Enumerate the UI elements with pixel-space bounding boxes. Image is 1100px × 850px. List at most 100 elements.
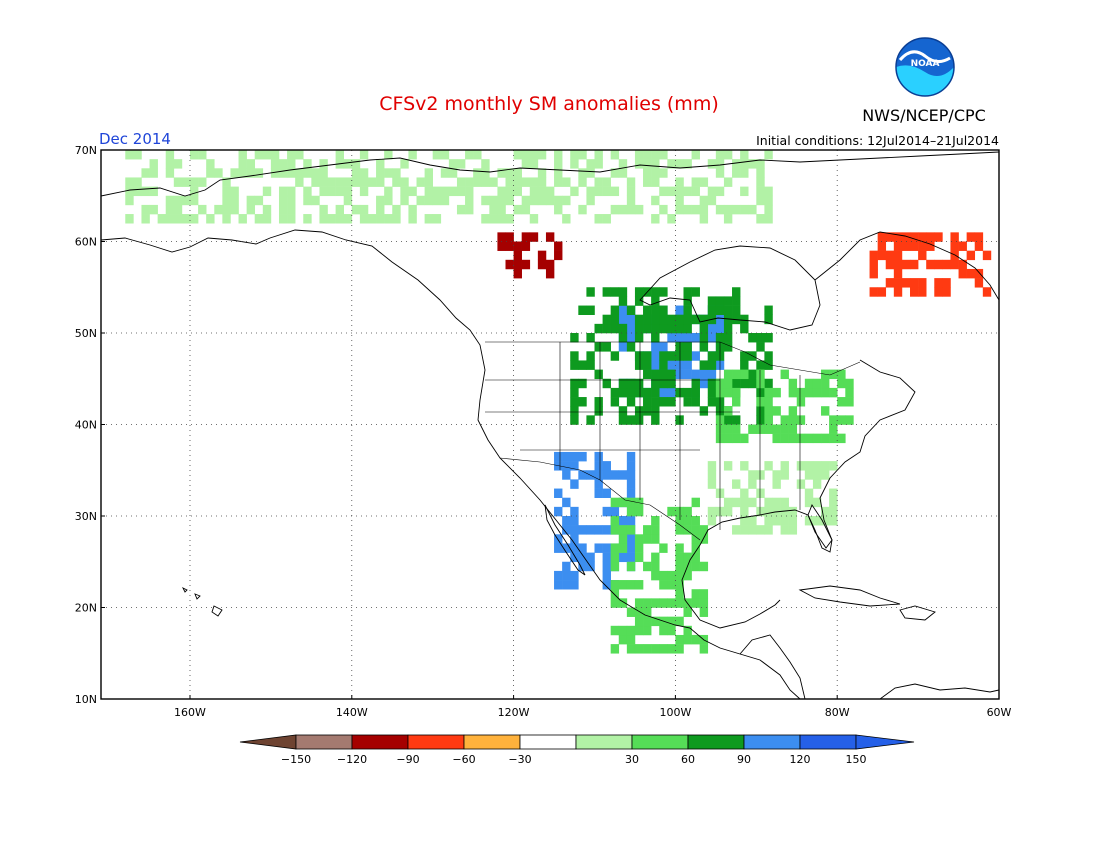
anomaly-cell-arctic-green [367, 214, 377, 224]
anomaly-cell-southeast-green [788, 516, 798, 526]
anomaly-cell-arctic-green [311, 195, 320, 206]
anomaly-cell-mexico-green [691, 552, 700, 563]
anomaly-cell-mexico-green [675, 644, 684, 654]
anomaly-cell-southwest-wet [626, 534, 636, 544]
anomaly-cell-great-lakes-green [812, 378, 822, 389]
anomaly-cell-arctic-green [545, 195, 555, 206]
anomaly-cell-arctic-green [667, 159, 676, 169]
anomaly-cell-mexico-green [651, 644, 660, 654]
anomaly-cell-upper-midwest-green [586, 305, 595, 315]
anomaly-cell-arctic-green [367, 177, 377, 187]
anomaly-cell-mexico-green [643, 525, 652, 535]
anomaly-cell-mexico-green [610, 497, 620, 508]
anomaly-cell-mexico-green [643, 598, 652, 608]
anomaly-cell-arctic-green [165, 150, 175, 160]
anomaly-cell-mexico-green [667, 616, 676, 627]
anomaly-cell-mexico-green [626, 561, 636, 572]
anomaly-cell-arctic-green [586, 159, 595, 169]
anomaly-cell-upper-midwest-canada-wet [651, 360, 660, 370]
anomaly-cell-arctic-green [594, 214, 603, 224]
anomaly-cell-mexico-green [675, 525, 684, 535]
anomaly-cell-great-lakes-green [740, 369, 749, 380]
anomaly-cell-arctic-green [246, 204, 256, 215]
anomaly-cell-upper-midwest-green [594, 406, 603, 416]
anomaly-cell-arctic-green [651, 177, 660, 187]
anomaly-cell-arctic-green [311, 177, 320, 187]
coastlines [100, 151, 1000, 700]
anomaly-cell-arctic-green [376, 204, 385, 215]
anomaly-cell-upper-midwest-green [634, 296, 644, 306]
anomaly-cell-southeast-green [829, 516, 838, 526]
anomaly-cell-southwest-wet [594, 470, 603, 480]
anomaly-cell-mexico-green [610, 516, 620, 526]
anomaly-cell-mexico-green [626, 506, 636, 517]
anomaly-cell-arctic-green [756, 214, 765, 224]
anomaly-cell-arctic-green [570, 150, 579, 160]
anomaly-cell-upper-midwest-green [618, 378, 628, 389]
anomaly-cell-southwest-wet [586, 552, 595, 563]
anomaly-cell-upper-midwest-green [723, 333, 733, 343]
anomaly-cell-arctic-green [125, 186, 134, 197]
anomaly-cell-mexico-green [675, 543, 684, 553]
anomaly-cell-arctic-green [400, 177, 409, 187]
anomaly-cell-great-lakes-green [837, 415, 846, 425]
anomaly-cell-great-lakes-green [756, 369, 765, 380]
anomaly-cell-arctic-green [594, 186, 603, 197]
anomaly-cell-labrador-dry [893, 268, 903, 279]
anomaly-cell-arctic-green [578, 168, 587, 178]
anomaly-cell-arctic-green [723, 214, 733, 224]
lat-tick-label: 20N [75, 602, 97, 615]
anomaly-cell-arctic-green [125, 214, 134, 224]
anomaly-cell-upper-midwest-green [699, 333, 709, 343]
anomaly-cell-upper-midwest-green [610, 351, 620, 361]
anomaly-cell-upper-midwest-green [683, 296, 692, 306]
anomaly-cell-upper-midwest-green [659, 287, 668, 297]
anomaly-cell-arctic-green [529, 177, 539, 187]
colorbar-swatch [295, 734, 353, 750]
anomaly-cell-arctic-green [618, 168, 628, 178]
anomaly-cell-southeast-green [707, 516, 717, 526]
anomaly-cell-arctic-green [359, 214, 369, 224]
anomaly-cell-arctic-green [173, 214, 183, 224]
anomaly-cell-arctic-green [141, 204, 150, 215]
anomaly-cell-southeast-green [780, 506, 789, 517]
anomaly-cell-arctic-green [626, 186, 636, 197]
anomaly-cell-southwest-wet [618, 470, 628, 480]
anomaly-cell-southeast-green [780, 525, 789, 535]
anomaly-cell-upper-midwest-canada-wet [667, 333, 676, 343]
anomaly-cell-central-canada-dry [513, 259, 522, 270]
colorbar-tick-label: 30 [625, 753, 639, 766]
anomaly-cell-mexico-green [699, 644, 709, 654]
anomaly-cell-mexico-green [643, 561, 652, 572]
anomaly-cell-upper-midwest-green [699, 342, 709, 352]
anomaly-cell-mexico-green [675, 580, 684, 590]
anomaly-cell-great-lakes-green [732, 424, 741, 434]
anomaly-cell-mexico-green [675, 570, 684, 581]
anomaly-cell-upper-midwest-green [586, 415, 595, 425]
anomaly-cell-southwest-wet [562, 516, 571, 526]
anomaly-cell-arctic-green [473, 168, 482, 178]
anomaly-cell-upper-midwest-green [634, 360, 644, 370]
anomaly-cell-southwest-wet [594, 543, 603, 553]
anomaly-cell-upper-midwest-green [643, 360, 652, 370]
anomaly-cell-arctic-green [448, 159, 458, 169]
anomaly-cell-great-lakes-green [764, 397, 773, 407]
anomaly-cell-southeast-green [740, 525, 749, 535]
anomaly-cell-arctic-green [165, 204, 175, 215]
anomaly-cell-southwest-wet [626, 461, 636, 471]
anomaly-cell-arctic-green [384, 195, 393, 206]
anomaly-cell-mexico-green [610, 552, 620, 563]
anomaly-cell-great-lakes-green [829, 387, 838, 398]
anomaly-cell-great-lakes-green [812, 387, 822, 398]
anomaly-cell-arctic-green [246, 168, 256, 178]
anomaly-cell-arctic-green [141, 186, 150, 197]
anomaly-cell-southeast-green [723, 461, 733, 471]
anomaly-cell-upper-midwest-canada-wet [651, 351, 660, 361]
anomaly-cell-arctic-green [594, 150, 603, 160]
political-borders [485, 341, 861, 541]
anomaly-cell-arctic-green [376, 195, 385, 206]
anomaly-cell-arctic-green [537, 177, 547, 187]
anomaly-cell-southeast-green [756, 506, 765, 517]
anomaly-cell-southwest-wet [602, 570, 611, 581]
anomaly-cell-arctic-green [513, 150, 522, 160]
